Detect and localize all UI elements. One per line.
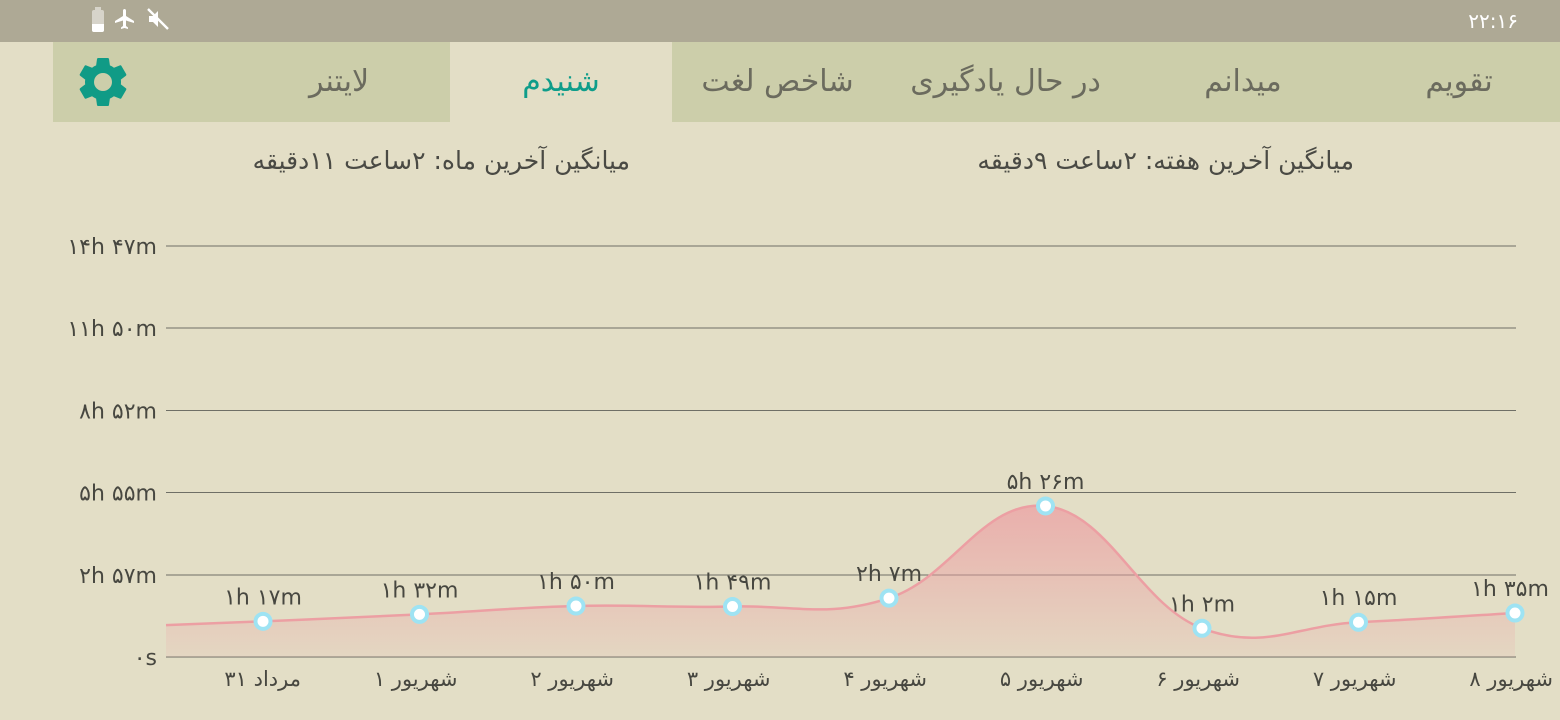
- x-tick-label: ۵ شهریور: [1000, 667, 1084, 691]
- data-point[interactable]: [410, 604, 429, 624]
- data-label: ۱h ۳۲m: [381, 578, 459, 603]
- data-label: ۱h ۵۰m: [537, 570, 615, 595]
- month-average: میانگین آخرین ماه: ۲ساعت ۱۱دقیقه: [252, 146, 630, 175]
- data-point[interactable]: [1505, 603, 1525, 623]
- data-point[interactable]: [723, 596, 742, 616]
- data-label: ۲h ۷m: [856, 562, 922, 587]
- series-line: [165, 504, 1516, 640]
- x-tick-label: ۶ شهریور: [1156, 667, 1240, 691]
- tab-word-index[interactable]: شاخص لغت: [701, 64, 854, 99]
- y-tick-label: ۰s: [134, 646, 157, 671]
- tab-i-know[interactable]: میدانم: [1204, 64, 1282, 99]
- x-tick-label: ۱ شهریور: [374, 667, 458, 691]
- data-label: ۱h ۱۷m: [224, 585, 302, 610]
- data-label: ۵h ۲۶m: [1007, 470, 1085, 495]
- data-point[interactable]: [879, 588, 899, 608]
- week-average: میانگین آخرین هفته: ۲ساعت ۹دقیقه: [977, 146, 1354, 175]
- x-tick-label: ۸ شهریور: [1469, 667, 1553, 691]
- series-area: [166, 505, 1515, 657]
- status-time: ۲۲:۱۶: [1468, 9, 1518, 33]
- tab-leitner[interactable]: لایتنر: [308, 64, 370, 99]
- sound-muted-icon: [146, 7, 170, 35]
- x-tick-label: ۴ شهریور: [843, 667, 927, 691]
- settings-button[interactable]: [73, 52, 133, 112]
- data-point[interactable]: [1349, 612, 1368, 632]
- x-tick-label: ۳ شهریور: [687, 667, 771, 691]
- tab-calendar[interactable]: تقویم: [1425, 64, 1493, 99]
- status-bar: ۲۲:۱۶: [0, 0, 1560, 42]
- data-label: ۱h ۳۵m: [1471, 577, 1549, 602]
- tab-learning[interactable]: در حال یادگیری: [910, 64, 1101, 99]
- data-point[interactable]: [253, 611, 273, 631]
- y-tick-label: ۱۴h ۴۷m: [67, 235, 157, 260]
- data-label: ۱h ۴۹m: [694, 570, 772, 595]
- airplane-mode-icon: [112, 7, 138, 35]
- status-icons: [92, 7, 170, 35]
- data-point[interactable]: [566, 596, 586, 616]
- tab-bar: تقویم میدانم در حال یادگیری شاخص لغت شنی…: [53, 42, 1560, 122]
- y-tick-label: ۲h ۵۷m: [79, 564, 157, 589]
- data-point[interactable]: [1036, 496, 1055, 516]
- gear-icon: [79, 57, 127, 106]
- battery-icon: [92, 7, 104, 32]
- x-tick-label: ۷ شهریور: [1313, 667, 1397, 691]
- tab-heard[interactable]: شنیدم: [450, 42, 672, 122]
- x-tick-label: ۲ شهریور: [530, 667, 614, 691]
- data-label: ۱h ۱۵m: [1320, 586, 1398, 611]
- y-tick-label: ۵h ۵۵m: [79, 482, 157, 507]
- y-tick-label: ۸h ۵۲m: [79, 399, 157, 424]
- x-tick-label: ۳۱ مرداد: [224, 667, 301, 691]
- data-point[interactable]: [1192, 618, 1212, 638]
- y-tick-label: ۱۱h ۵۰m: [67, 317, 157, 342]
- data-label: ۱h ۲m: [1169, 592, 1235, 617]
